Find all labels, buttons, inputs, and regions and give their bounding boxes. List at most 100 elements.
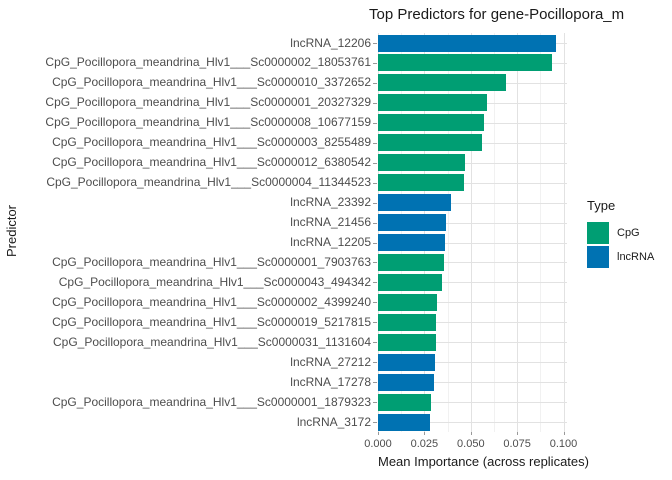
y-axis-label: CpG_Pocillopora_meandrina_Hlv1___Sc00000…: [46, 175, 371, 190]
chart-title: Top Predictors for gene-Pocillopora_m: [369, 6, 625, 23]
y-axis-tick: [373, 43, 377, 44]
gridline-vertical-minor: [540, 33, 542, 432]
y-axis-label: CpG_Pocillopora_meandrina_Hlv1___Sc00000…: [45, 95, 371, 110]
y-axis-tick: [373, 182, 377, 184]
y-axis-label: CpG_Pocillopora_meandrina_Hlv1___Sc00000…: [52, 155, 371, 170]
gridline-vertical-major: [563, 33, 565, 432]
bar: [378, 94, 488, 112]
x-axis-tick: [517, 432, 519, 435]
bar: [378, 114, 484, 132]
y-axis-label: CpG_Pocillopora_meandrina_Hlv1___Sc00000…: [52, 254, 371, 269]
bar: [378, 413, 430, 431]
y-axis-tick: [373, 382, 377, 384]
y-axis-label: lncRNA_21456: [290, 215, 371, 229]
y-axis-tick: [373, 362, 377, 364]
gridline-horizontal: [378, 222, 567, 224]
gridline-vertical-minor: [401, 33, 403, 432]
x-axis-title-text: Mean Importance (across replicates): [378, 454, 589, 469]
y-axis-label: lncRNA_3172: [296, 414, 371, 429]
bar: [378, 333, 436, 351]
gridline-horizontal: [378, 362, 567, 364]
bar: [378, 253, 444, 271]
gridline-horizontal: [378, 202, 567, 204]
bar: [378, 134, 482, 152]
y-axis-label: CpG_Pocillopora_meandrina_Hlv1___Sc00000…: [52, 75, 371, 90]
bar: [378, 34, 557, 52]
legend-item-label: lncRNA: [617, 251, 655, 263]
y-axis-label: CpG_Pocillopora_meandrina_Hlv1___Sc00000…: [52, 334, 371, 349]
y-axis-label: lncRNA_23392: [290, 195, 371, 210]
bar: [378, 373, 434, 391]
gridline-vertical-major: [424, 33, 426, 432]
y-axis-labels: lncRNA_12206 CpG_Pocillopora_meandrina_Hl…: [0, 33, 371, 432]
x-axis-title: Mean Importance (across replicates): [378, 454, 589, 469]
gridline-horizontal: [378, 422, 567, 423]
y-axis-tick: [373, 62, 377, 64]
y-axis-tick: [373, 302, 377, 304]
bar: [378, 54, 553, 72]
x-axis-tick-label: 0.100: [549, 438, 578, 450]
plot-panel: [378, 33, 567, 432]
bar: [378, 353, 435, 371]
legend-swatch-cpg: [587, 222, 609, 244]
gridline-vertical-major: [470, 33, 472, 432]
y-axis-tick: [373, 242, 377, 244]
y-axis-tick: [373, 322, 377, 324]
y-axis-label: lncRNA_27212: [290, 354, 371, 369]
y-axis-label: CpG_Pocillopora_meandrina_Hlv1___Sc00000…: [52, 294, 371, 309]
legend-swatch-lncrna: [587, 246, 609, 268]
y-axis-label: CpG_Pocillopora_meandrina_Hlv1___Sc00000…: [45, 55, 371, 70]
gridline-horizontal: [378, 402, 567, 404]
y-axis-label: CpG_Pocillopora_meandrina_Hlv1___Sc00000…: [58, 274, 371, 289]
bar: [378, 194, 452, 212]
x-axis-tick: [470, 432, 472, 435]
legend-items: CpG lncRNA: [587, 222, 672, 268]
legend-item: lncRNA: [587, 246, 672, 268]
legend-item: CpG: [587, 222, 672, 244]
y-axis-label: lncRNA_12205: [290, 235, 371, 249]
x-axis-tick-label: 0.000: [364, 438, 392, 450]
gridline-horizontal: [378, 282, 567, 284]
gridline-horizontal: [378, 162, 567, 164]
y-axis-tick: [373, 202, 377, 204]
legend-title: Type: [587, 198, 616, 213]
gridline-horizontal: [378, 302, 567, 304]
y-axis-tick: [373, 342, 377, 344]
bar: [378, 214, 446, 231]
y-axis-tick: [373, 282, 377, 284]
gridline-vertical-major: [378, 33, 379, 432]
y-axis-tick: [373, 82, 377, 84]
x-axis-tick: [424, 432, 426, 435]
bar: [378, 293, 438, 311]
x-axis-tick-label: 0.050: [457, 438, 485, 450]
bar: [378, 74, 506, 92]
y-axis-label: lncRNA_12206: [290, 35, 371, 50]
y-axis-label: CpG_Pocillopora_meandrina_Hlv1___Sc00000…: [45, 115, 371, 130]
y-axis-tick: [373, 142, 377, 144]
y-axis-tick: [373, 402, 377, 404]
gridline-horizontal: [378, 242, 567, 244]
gridline-horizontal: [378, 342, 567, 344]
legend: Type CpG lncRNA: [587, 198, 672, 270]
gridline-vertical-major: [517, 33, 519, 432]
x-axis-tick-label: 0.025: [410, 438, 439, 450]
bar: [378, 313, 437, 331]
y-axis-label: lncRNA_17278: [290, 374, 371, 389]
bar: [378, 154, 466, 172]
gridline-vertical-minor: [447, 33, 449, 432]
gridline-horizontal: [378, 262, 567, 264]
gridline-horizontal: [378, 182, 567, 184]
y-axis-tick: [373, 262, 377, 264]
y-axis-label: CpG_Pocillopora_meandrina_Hlv1___Sc00000…: [52, 135, 371, 150]
bar: [378, 174, 465, 192]
y-axis-tick: [373, 422, 377, 423]
x-axis-tick-label: 0.075: [503, 438, 531, 450]
gridline-horizontal: [378, 382, 567, 384]
y-axis-label: CpG_Pocillopora_meandrina_Hlv1___Sc00000…: [52, 314, 371, 329]
y-axis-label: CpG_Pocillopora_meandrina_Hlv1___Sc00000…: [52, 394, 371, 409]
y-axis-tick: [373, 122, 377, 124]
gridline-horizontal: [378, 322, 567, 324]
y-axis-tick: [373, 222, 377, 224]
bar: [378, 273, 442, 291]
